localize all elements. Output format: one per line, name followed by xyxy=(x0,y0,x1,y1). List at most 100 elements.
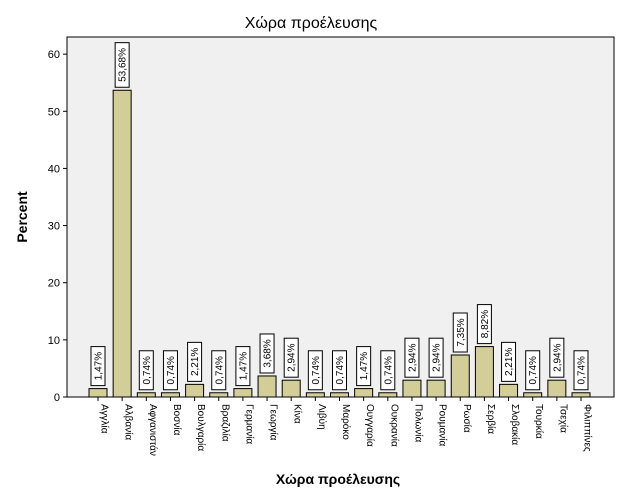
bar xyxy=(136,392,156,398)
bar xyxy=(88,388,108,398)
data-label-box xyxy=(259,333,275,374)
y-tick-label: 50 xyxy=(48,106,60,118)
bar xyxy=(354,388,374,398)
y-tick-label: 40 xyxy=(48,163,60,175)
category-label: Φιλιππίνες xyxy=(582,404,594,452)
data-label-box xyxy=(332,350,347,391)
bar xyxy=(257,375,277,398)
data-label: 2,94% xyxy=(432,343,443,371)
data-label: 0,74% xyxy=(528,356,539,384)
bar xyxy=(112,89,132,398)
data-label: 0,74% xyxy=(383,356,394,384)
data-label-box xyxy=(380,350,396,391)
data-label-box xyxy=(428,337,444,378)
category-label: Κίνα xyxy=(292,404,304,424)
bar xyxy=(233,388,253,398)
category-label: Τσεχία xyxy=(557,404,569,433)
y-axis: 0 10 20 30 40 50 60 xyxy=(48,49,67,404)
category-label: Βραζιλία xyxy=(219,404,231,442)
category-label: Σλοβακία xyxy=(509,404,521,445)
category-label: Ρωσία xyxy=(461,404,473,433)
bar xyxy=(499,383,519,398)
data-label-box xyxy=(307,350,323,391)
bar xyxy=(547,379,567,398)
category-label: Ουκρανία xyxy=(388,404,400,447)
plot-frame xyxy=(66,36,615,398)
data-label-box xyxy=(114,42,130,88)
data-label-box xyxy=(452,312,468,353)
data-label: 0,74% xyxy=(335,356,346,384)
category-label: Πολωνία xyxy=(412,404,424,442)
category-label: Βοσνία xyxy=(171,404,183,436)
chart-title: Χώρα προέλευσης xyxy=(245,15,378,32)
data-label-box xyxy=(573,350,589,391)
category-label: Γεωργία xyxy=(268,404,280,441)
data-label: 2,94% xyxy=(287,343,298,371)
data-label-box xyxy=(211,350,227,391)
y-tick-label: 60 xyxy=(48,49,60,61)
data-label: 2,21% xyxy=(504,348,515,376)
y-tick-label: 10 xyxy=(48,335,60,347)
data-label-box xyxy=(283,337,299,378)
data-label-box xyxy=(90,346,106,387)
data-label-box xyxy=(476,304,492,345)
data-label: 2,94% xyxy=(407,343,418,371)
bar xyxy=(330,392,349,398)
category-label: Βουλγαρία xyxy=(195,404,207,451)
category-label: Λιβύη xyxy=(316,404,328,430)
data-label-box xyxy=(404,337,420,378)
data-label: 8,82% xyxy=(480,310,491,338)
bar xyxy=(402,379,422,398)
data-label-box xyxy=(162,350,178,391)
data-label-box xyxy=(138,350,154,391)
data-label-box xyxy=(525,350,541,391)
data-label: 1,47% xyxy=(94,352,105,380)
category-label: Μαρόκο xyxy=(340,404,352,440)
bars: 1,47% 53,68% 0,74% 0,74% 2,21% 0,74% 1,47% 3,68… xyxy=(88,42,591,398)
category-label: Γερμανία xyxy=(243,404,255,444)
data-label: 3,68% xyxy=(263,339,274,367)
data-label: 53,68% xyxy=(118,48,129,82)
category-label: Τουρκία xyxy=(533,404,545,439)
y-tick-label: 20 xyxy=(48,278,60,290)
data-label-box xyxy=(356,346,372,387)
bar xyxy=(571,392,591,398)
x-axis-title: Χώρα προέλευσης xyxy=(276,471,400,487)
bar xyxy=(450,354,470,398)
data-label: 1,47% xyxy=(238,352,249,380)
category-label: Σερβία xyxy=(485,404,497,434)
bar xyxy=(185,383,205,398)
data-label-box xyxy=(501,341,517,382)
bar xyxy=(378,392,398,398)
category-label: Ουγγαρία xyxy=(364,404,376,447)
bar xyxy=(160,392,180,398)
bar xyxy=(305,392,325,398)
bar xyxy=(426,379,446,398)
data-label: 0,74% xyxy=(166,356,177,384)
data-label: 2,94% xyxy=(552,343,563,371)
y-axis-title: Percent xyxy=(14,191,30,243)
bar xyxy=(474,346,494,398)
bar xyxy=(209,392,229,398)
data-label: 0,74% xyxy=(311,356,322,384)
category-label: Αγγλία xyxy=(99,404,111,434)
category-label: Αφγανιστάν xyxy=(147,404,159,456)
data-label: 2,21% xyxy=(190,348,201,376)
data-label: 0,74% xyxy=(214,356,225,384)
data-label-box xyxy=(187,341,203,382)
data-label: 0,74% xyxy=(142,356,153,384)
category-label: Ρουμανία xyxy=(437,404,449,446)
y-tick-label: 0 xyxy=(54,392,60,404)
data-label: 0,74% xyxy=(577,356,588,384)
data-label: 7,35% xyxy=(456,318,467,346)
data-label: 1,47% xyxy=(359,352,370,380)
plot-area xyxy=(66,36,615,398)
data-label-box xyxy=(235,346,251,387)
category-label: Αλβανία xyxy=(123,404,135,440)
x-axis: Αγγλία Αλβανία Αφγανιστάν Βοσνία Βουλγαρία Βρ… xyxy=(97,397,594,456)
bar xyxy=(281,379,301,398)
data-label-box xyxy=(549,337,565,378)
bar xyxy=(523,392,543,398)
y-tick-label: 30 xyxy=(48,221,60,233)
